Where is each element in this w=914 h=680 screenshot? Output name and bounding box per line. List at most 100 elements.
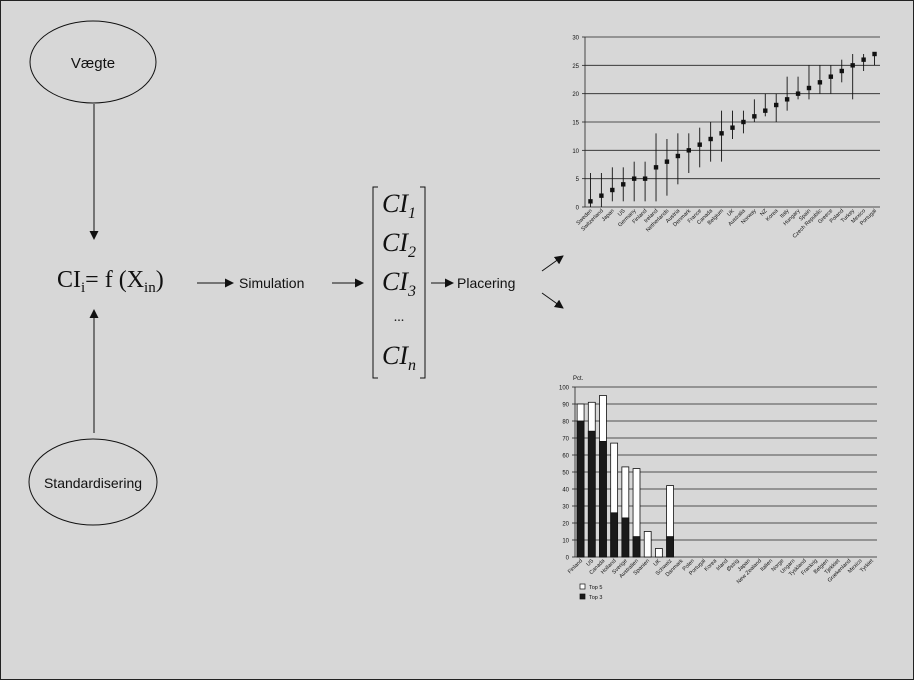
data-point bbox=[741, 119, 746, 125]
vector-item: CI2 bbox=[382, 228, 416, 261]
weights-node: Vægte bbox=[29, 20, 157, 104]
svg-text:CIi= f (Xin): CIi= f (Xin) bbox=[57, 267, 164, 296]
data-point bbox=[784, 97, 790, 102]
y-tick-label: 100 bbox=[559, 386, 570, 392]
standardization-label: Standardisering bbox=[44, 475, 142, 491]
bar-top3 bbox=[599, 440, 607, 558]
y-tick-label: 20 bbox=[572, 92, 579, 98]
data-point bbox=[763, 108, 768, 113]
y-tick-label: 30 bbox=[562, 505, 569, 511]
data-point bbox=[686, 148, 691, 153]
x-tick-label: US bbox=[586, 558, 596, 568]
y-tick-label: 10 bbox=[562, 539, 569, 545]
data-point bbox=[599, 193, 604, 198]
bar-top3 bbox=[610, 512, 619, 558]
bar-top5 bbox=[643, 531, 652, 558]
y-tick-label: 70 bbox=[562, 437, 569, 443]
data-point bbox=[850, 63, 855, 68]
legend-swatch bbox=[579, 583, 586, 590]
x-tick-label: Italy bbox=[779, 208, 791, 220]
right-bracket bbox=[420, 186, 426, 379]
simulation-label: Simulation bbox=[239, 275, 304, 291]
x-tick-label: UK bbox=[726, 208, 736, 218]
y-tick-label: 25 bbox=[572, 64, 579, 70]
vector-item-base: CI bbox=[382, 267, 409, 296]
data-point bbox=[828, 74, 834, 79]
y-tick-label: 90 bbox=[562, 403, 569, 409]
bar-top5 bbox=[655, 548, 663, 558]
data-point bbox=[708, 136, 713, 142]
bar-top3 bbox=[632, 536, 641, 558]
data-point bbox=[642, 176, 648, 181]
y-tick-label: 30 bbox=[572, 36, 579, 42]
vector-item-sub: 3 bbox=[407, 283, 416, 300]
legend-label: Top 3 bbox=[589, 595, 602, 601]
data-point bbox=[795, 91, 801, 96]
bar-top3 bbox=[587, 430, 596, 558]
data-point bbox=[588, 199, 593, 204]
vector-item: ... bbox=[394, 310, 405, 325]
data-point bbox=[861, 57, 866, 62]
data-point bbox=[752, 114, 757, 119]
placement-label: Placering bbox=[457, 275, 515, 291]
y-tick-label: 0 bbox=[576, 206, 580, 212]
data-point bbox=[675, 153, 681, 159]
data-point bbox=[872, 51, 877, 57]
formula-eq-f: = f (X bbox=[85, 267, 144, 293]
y-tick-label: 5 bbox=[576, 177, 580, 183]
left-bracket bbox=[372, 186, 378, 379]
x-tick-label: Finland bbox=[567, 558, 584, 575]
formula-x-sub: in bbox=[144, 280, 156, 296]
x-tick-label: Korea bbox=[704, 558, 719, 573]
x-tick-label: US bbox=[617, 208, 627, 218]
formula-ci: CI bbox=[57, 267, 81, 293]
y-tick-label: 20 bbox=[562, 522, 569, 528]
data-point bbox=[774, 102, 779, 108]
bar-top3 bbox=[621, 517, 630, 558]
data-point bbox=[806, 85, 812, 91]
formula-close: ) bbox=[156, 267, 164, 293]
placement-to-bottom-chart-arrow bbox=[541, 292, 564, 309]
bar-top3 bbox=[666, 536, 674, 558]
y-tick-label: 50 bbox=[562, 471, 569, 477]
placement-to-top-chart-arrow bbox=[541, 255, 564, 272]
y-tick-label: 0 bbox=[566, 556, 570, 562]
data-point bbox=[730, 125, 735, 130]
formula-ci-sub: i bbox=[81, 280, 85, 296]
y-tick-label: 60 bbox=[562, 454, 569, 460]
y-tick-label: 10 bbox=[572, 149, 579, 155]
x-tick-label: NZ bbox=[759, 208, 769, 218]
bar-top3 bbox=[576, 420, 585, 558]
standardization-node: Standardisering bbox=[28, 438, 158, 526]
legend-swatch bbox=[579, 593, 586, 600]
y-axis-title: Pct. bbox=[573, 376, 584, 382]
legend: Top 5 Top 3 bbox=[579, 583, 602, 601]
y-tick-label: 15 bbox=[572, 121, 579, 127]
data-point bbox=[653, 165, 659, 170]
data-point bbox=[697, 142, 702, 147]
vector-item-base: ... bbox=[394, 310, 405, 325]
data-point bbox=[621, 182, 626, 187]
x-tick-label: Tyrkiet bbox=[859, 558, 875, 574]
vector-item: CI1 bbox=[382, 189, 416, 222]
vector-item: CI3 bbox=[382, 267, 416, 300]
data-point bbox=[631, 176, 637, 181]
data-point bbox=[817, 80, 823, 85]
vector-item-base: CI bbox=[382, 189, 409, 218]
weights-label: Vægte bbox=[71, 55, 115, 72]
y-tick-label: 40 bbox=[562, 488, 569, 494]
vector-item-sub: 1 bbox=[408, 205, 416, 222]
vector-item: CIn bbox=[382, 341, 416, 374]
vector-item-sub: 2 bbox=[408, 244, 416, 261]
data-point bbox=[839, 68, 844, 74]
x-tick-label: UK bbox=[653, 558, 663, 568]
x-tick-label: Japan bbox=[601, 208, 616, 223]
vector-item-sub: n bbox=[408, 357, 416, 374]
data-point bbox=[719, 131, 724, 136]
data-point bbox=[610, 187, 615, 193]
vector-item-base: CI bbox=[382, 341, 409, 370]
